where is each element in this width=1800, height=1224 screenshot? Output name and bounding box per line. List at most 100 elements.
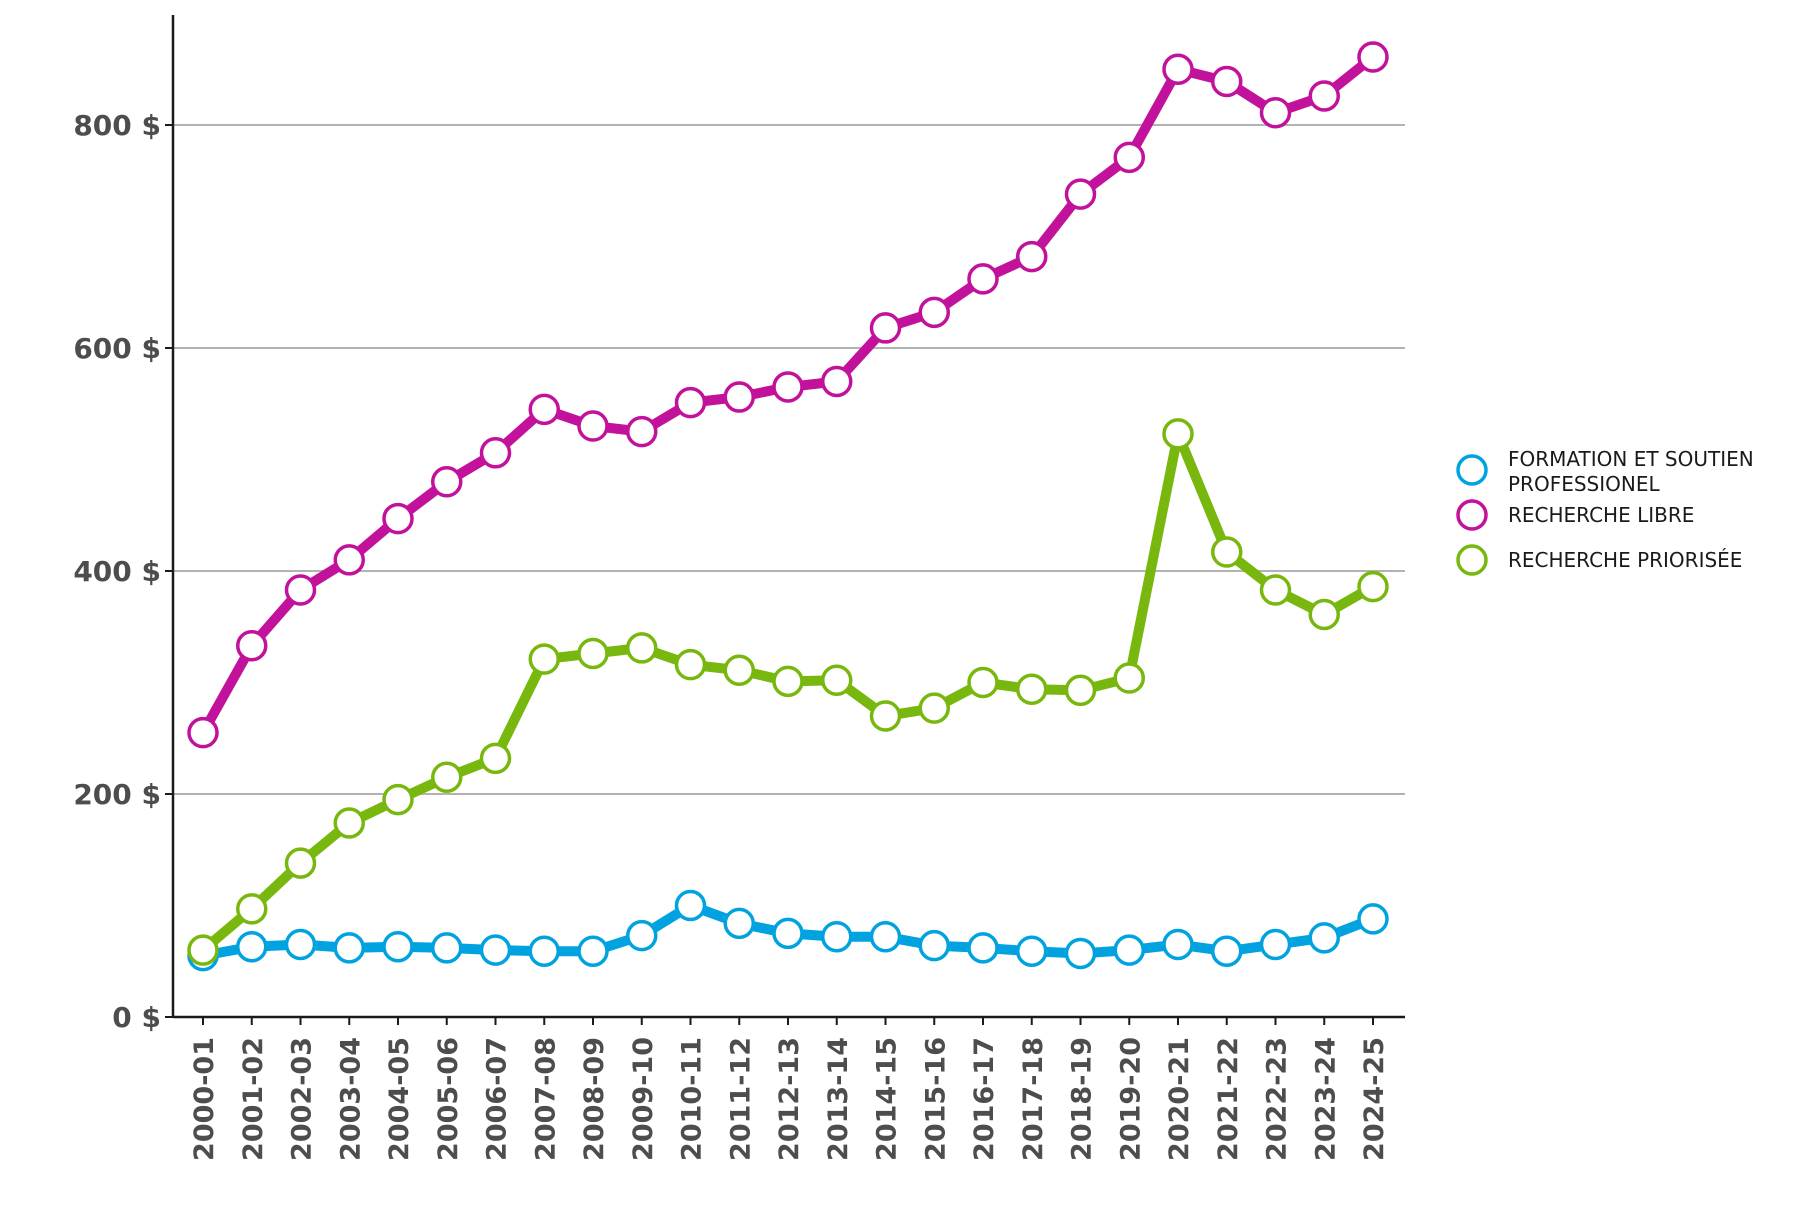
x-tick-label: 2017-18: [1018, 1037, 1049, 1161]
x-tick-label: 2006-07: [482, 1037, 513, 1161]
series-0: [187, 889, 1389, 972]
x-tick-label: 2024-25: [1359, 1037, 1390, 1161]
data-point: [1211, 935, 1243, 967]
data-point: [1357, 570, 1389, 603]
data-point: [674, 386, 707, 419]
data-point: [626, 415, 658, 448]
data-point: [1113, 934, 1145, 966]
data-point: [236, 629, 268, 662]
axes: 0 $ 200 $ 400 $ 600 $ 800 $ 2000-01 2001-02 200…: [73, 15, 1405, 1161]
data-point: [967, 263, 999, 295]
data-point: [382, 931, 414, 963]
data-point: [723, 907, 755, 940]
data-point: [236, 893, 268, 925]
data-point: [821, 365, 853, 398]
data-point: [431, 932, 463, 964]
x-tick-label: 2002-03: [287, 1037, 318, 1161]
data-point: [382, 783, 414, 816]
data-point: [869, 312, 902, 344]
x-tick-label: 2019-20: [1115, 1037, 1146, 1161]
data-point: [577, 935, 609, 967]
x-tick-label: 2009-10: [628, 1037, 659, 1161]
data-point: [1016, 673, 1048, 705]
data-point: [284, 574, 317, 606]
data-point: [723, 654, 755, 686]
data-point: [528, 393, 560, 426]
data-point: [1259, 96, 1292, 129]
data-point: [577, 410, 609, 442]
x-tick-label: 2014-15: [872, 1037, 903, 1161]
data-point: [479, 934, 512, 966]
data-point: [1308, 598, 1340, 631]
legend-label: FORMATION ET SOUTIEN: [1508, 447, 1754, 471]
y-tick-label: 200 $: [73, 778, 161, 811]
legend-marker-icon: [1456, 499, 1488, 531]
data-point: [187, 716, 219, 749]
data-point: [1308, 80, 1340, 112]
series-layer: [187, 41, 1389, 972]
y-tick-label: 800 $: [73, 109, 161, 142]
legend-marker-icon: [1456, 544, 1488, 576]
data-point: [821, 664, 853, 697]
data-point: [284, 928, 317, 961]
x-tick-label: 2013-14: [823, 1037, 854, 1161]
data-point: [1113, 662, 1145, 694]
legend-item: RECHERCHE PRIORISÉE: [1456, 544, 1742, 576]
data-point: [918, 296, 950, 329]
legend-marker-icon: [1456, 454, 1488, 486]
data-point: [431, 466, 463, 498]
legend-label: RECHERCHE LIBRE: [1508, 503, 1694, 527]
data-point: [333, 544, 365, 576]
data-point: [1162, 418, 1194, 450]
data-point: [333, 932, 365, 964]
data-point: [1162, 928, 1194, 961]
data-point: [869, 700, 902, 732]
gridlines: [173, 124, 1405, 795]
data-point: [1113, 141, 1145, 174]
x-tick-label: 2005-06: [433, 1037, 464, 1161]
data-point: [1211, 536, 1243, 568]
data-point: [382, 502, 414, 535]
data-point: [626, 632, 658, 664]
data-point: [674, 889, 707, 922]
x-tick-label: 2008-09: [579, 1037, 610, 1161]
data-point: [1259, 928, 1292, 961]
data-point: [333, 807, 365, 839]
data-point: [918, 692, 950, 724]
data-point: [772, 917, 804, 950]
data-point: [479, 437, 512, 469]
x-tick-label: 2015-16: [920, 1037, 951, 1161]
data-point: [772, 665, 804, 698]
x-tick-label: 2023-24: [1310, 1037, 1341, 1161]
x-tick-label: 2018-19: [1067, 1037, 1098, 1161]
x-tick-label: 2004-05: [384, 1037, 415, 1161]
data-point: [284, 847, 317, 879]
data-point: [1016, 240, 1048, 273]
legend-label: RECHERCHE PRIORISÉE: [1508, 548, 1742, 572]
data-point: [1162, 53, 1194, 85]
data-point: [1357, 903, 1389, 935]
data-point: [1357, 41, 1389, 73]
data-point: [626, 919, 658, 952]
data-point: [236, 931, 268, 963]
legend-item: RECHERCHE LIBRE: [1456, 499, 1694, 531]
data-point: [1064, 674, 1097, 707]
data-point: [479, 742, 512, 775]
x-tick-label: 2001-02: [238, 1037, 269, 1161]
data-point: [918, 929, 950, 962]
x-tick-label: 2022-23: [1262, 1037, 1293, 1161]
x-tick-label: 2000-01: [189, 1037, 220, 1161]
data-point: [821, 920, 853, 953]
y-tick-label: 600 $: [73, 332, 161, 365]
data-point: [723, 381, 755, 413]
x-tick-label: 2012-13: [774, 1037, 805, 1161]
x-tick-label: 2021-22: [1213, 1037, 1244, 1161]
x-tick-label: 2016-17: [969, 1037, 1000, 1161]
data-point: [674, 648, 707, 681]
data-point: [1064, 937, 1097, 970]
x-tick-label: 2011-12: [725, 1037, 756, 1161]
data-point: [1211, 65, 1243, 98]
y-tick-label: 0 $: [112, 1001, 161, 1034]
